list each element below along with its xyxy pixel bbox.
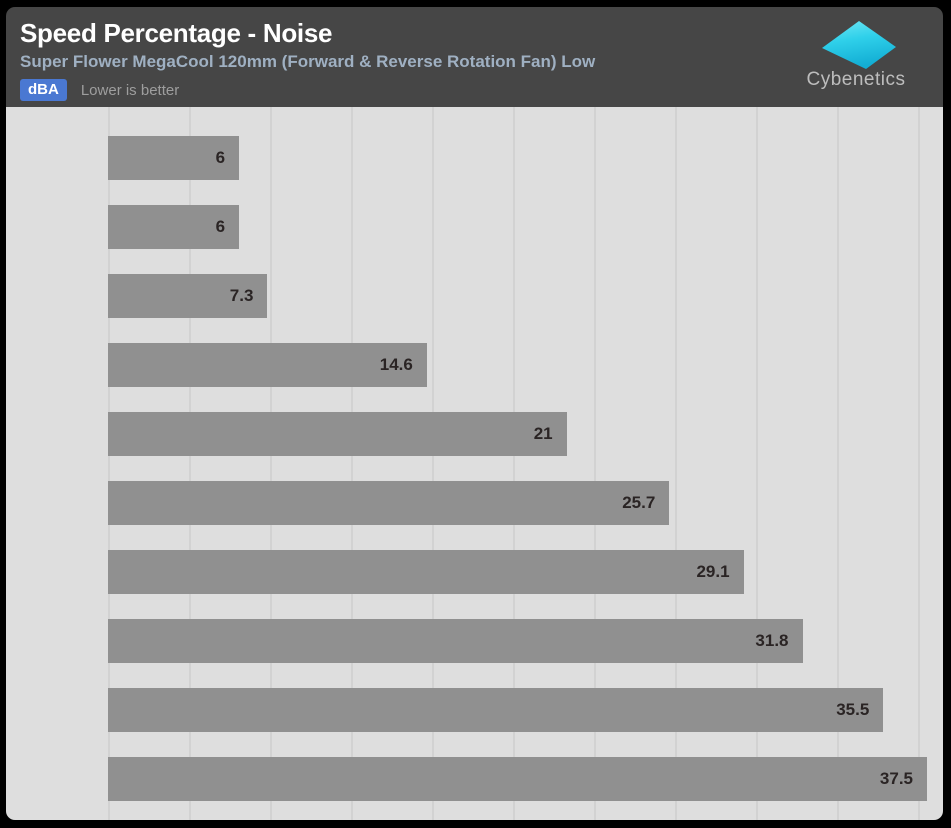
bar-value-label: 6: [215, 148, 226, 167]
gridline: [351, 107, 353, 820]
bar-row: 25.7: [108, 481, 927, 550]
bar-value-label: 29.1: [696, 562, 730, 581]
bar: 6: [108, 136, 240, 180]
bar-value-label: 14.6: [379, 355, 413, 374]
bar-value-label: 37.5: [879, 769, 913, 788]
header-text: Speed Percentage - Noise Super Flower Me…: [20, 17, 595, 101]
bar-value-label: 31.8: [755, 631, 789, 650]
gridline: [108, 107, 110, 820]
bar: 31.8: [108, 619, 803, 663]
bar-row: 6: [108, 205, 927, 274]
gridline: [756, 107, 758, 820]
bar-value-label: 25.7: [622, 493, 656, 512]
cybenetics-logo-icon: [822, 21, 896, 69]
bar-row: 35.5: [108, 688, 927, 757]
bar-row: 29.1: [108, 550, 927, 619]
gridline: [189, 107, 191, 820]
bar-row: 14.6: [108, 343, 927, 412]
cybenetics-logo: Cybenetics: [795, 19, 917, 91]
bar: 25.7: [108, 481, 670, 525]
chart-header: Speed Percentage - Noise Super Flower Me…: [6, 7, 943, 107]
bar-row: 21: [108, 412, 927, 481]
bar: 7.3: [108, 274, 268, 318]
bar-value-label: 35.5: [836, 700, 870, 719]
gridline: [918, 107, 920, 820]
bar-value-label: 6: [215, 217, 226, 236]
unit-badge: dBA: [20, 79, 67, 101]
meta-row: dBA Lower is better: [20, 79, 595, 101]
bar: 37.5: [108, 757, 927, 801]
gridline: [513, 107, 515, 820]
bar: 6: [108, 205, 240, 249]
gridline: [837, 107, 839, 820]
gridline: [594, 107, 596, 820]
bar-row: 37.5: [108, 757, 927, 820]
chart-area: 6 6 7.3 14.6 21 25.7 29.1 31.8 35.5 37.5: [6, 107, 943, 820]
chart-subtitle: Super Flower MegaCool 120mm (Forward & R…: [20, 52, 596, 71]
gridline: [270, 107, 272, 820]
bar-row: 7.3: [108, 274, 927, 343]
lower-is-better-note: Lower is better: [80, 81, 180, 99]
gridline: [675, 107, 677, 820]
bars: 6 6 7.3 14.6 21 25.7 29.1 31.8 35.5 37.5: [108, 136, 927, 820]
brand-text: Cybenetics: [806, 69, 906, 90]
chart-window: Speed Percentage - Noise Super Flower Me…: [6, 7, 943, 820]
plot-area: 6 6 7.3 14.6 21 25.7 29.1 31.8 35.5 37.5: [108, 107, 927, 820]
bar-row: 6: [108, 136, 927, 205]
bar: 35.5: [108, 688, 884, 732]
bar-value-label: 7.3: [229, 286, 254, 305]
bar: 21: [108, 412, 567, 456]
bar-value-label: 21: [533, 424, 553, 443]
chart-title: Speed Percentage - Noise: [20, 18, 333, 48]
bar: 14.6: [108, 343, 427, 387]
gridline: [432, 107, 434, 820]
bar: 29.1: [108, 550, 744, 594]
bar-row: 31.8: [108, 619, 927, 688]
